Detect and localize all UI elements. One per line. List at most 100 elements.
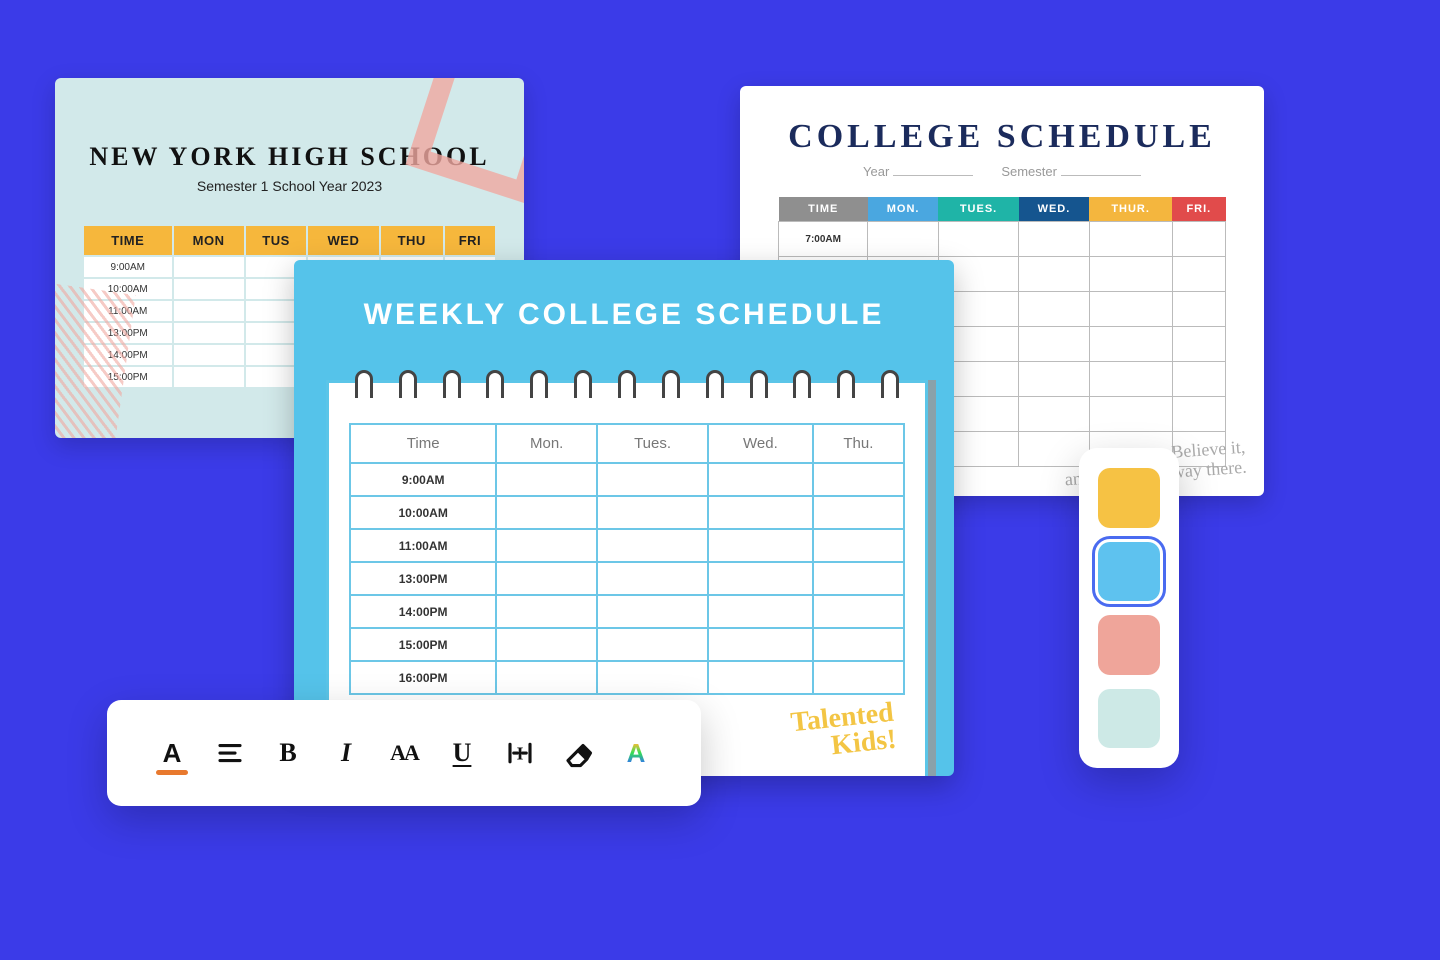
schedule-cell bbox=[708, 496, 813, 529]
italic-button[interactable]: I bbox=[326, 733, 366, 773]
time-cell: 15:00PM bbox=[350, 628, 496, 661]
time-cell: 11:00AM bbox=[350, 529, 496, 562]
time-cell: 9:00AM bbox=[83, 256, 173, 278]
time-cell: 14:00PM bbox=[350, 595, 496, 628]
color-swatch[interactable] bbox=[1098, 542, 1160, 602]
schedule-cell bbox=[173, 278, 245, 300]
schedule-cell bbox=[173, 344, 245, 366]
schedule-cell bbox=[496, 529, 597, 562]
schedule-cell bbox=[496, 562, 597, 595]
template-card-weekly-college[interactable]: WEEKLY COLLEGE SCHEDULE TimeMon.Tues.Wed… bbox=[294, 260, 954, 776]
schedule-cell bbox=[813, 628, 904, 661]
schedule-cell bbox=[1019, 327, 1089, 362]
table-header: MON bbox=[173, 225, 245, 256]
table-header: Mon. bbox=[496, 424, 597, 463]
schedule-cell bbox=[1089, 222, 1172, 257]
align-button[interactable] bbox=[210, 733, 250, 773]
schedule-cell bbox=[1089, 257, 1172, 292]
schedule-cell bbox=[597, 463, 708, 496]
schedule-cell bbox=[496, 496, 597, 529]
schedule-cell bbox=[1172, 327, 1225, 362]
eraser-button[interactable] bbox=[558, 733, 598, 773]
text-color-button[interactable]: A bbox=[152, 733, 192, 773]
table-header: WED. bbox=[1019, 197, 1089, 222]
time-cell: 7:00AM bbox=[779, 222, 868, 257]
schedule-cell bbox=[496, 595, 597, 628]
time-cell: 10:00AM bbox=[350, 496, 496, 529]
schedule-cell bbox=[1089, 362, 1172, 397]
table-header: Wed. bbox=[708, 424, 813, 463]
color-swatch[interactable] bbox=[1098, 689, 1160, 749]
table-header: THUR. bbox=[1089, 197, 1172, 222]
card3-meta: Year Semester bbox=[778, 164, 1226, 179]
table-row: 14:00PM bbox=[350, 595, 904, 628]
color-swatch[interactable] bbox=[1098, 615, 1160, 675]
time-cell: 16:00PM bbox=[350, 661, 496, 694]
schedule-cell bbox=[173, 256, 245, 278]
time-cell: 9:00AM bbox=[350, 463, 496, 496]
schedule-cell bbox=[1172, 222, 1225, 257]
schedule-cell bbox=[938, 222, 1018, 257]
schedule-cell bbox=[597, 661, 708, 694]
schedule-cell bbox=[708, 628, 813, 661]
schedule-cell bbox=[597, 529, 708, 562]
table-row: 16:00PM bbox=[350, 661, 904, 694]
schedule-cell bbox=[1019, 292, 1089, 327]
schedule-cell bbox=[1089, 397, 1172, 432]
table-header: FRI bbox=[444, 225, 496, 256]
schedule-cell bbox=[813, 661, 904, 694]
underline-button[interactable]: U bbox=[442, 733, 482, 773]
year-label: Year bbox=[863, 164, 889, 179]
uppercase-button[interactable]: AA bbox=[384, 733, 424, 773]
table-row: 7:00AM bbox=[779, 222, 1226, 257]
schedule-cell bbox=[868, 222, 938, 257]
table-header: TUS bbox=[245, 225, 308, 256]
card3-title: COLLEGE SCHEDULE bbox=[778, 118, 1226, 156]
card2-schedule-table: TimeMon.Tues.Wed.Thu. 9:00AM10:00AM11:00… bbox=[349, 423, 905, 695]
schedule-cell bbox=[1172, 292, 1225, 327]
card2-title: WEEKLY COLLEGE SCHEDULE bbox=[294, 260, 954, 352]
schedule-cell bbox=[1089, 292, 1172, 327]
schedule-cell bbox=[708, 529, 813, 562]
schedule-cell bbox=[1019, 397, 1089, 432]
table-row: 10:00AM bbox=[350, 496, 904, 529]
table-header: WED bbox=[307, 225, 379, 256]
schedule-cell bbox=[173, 322, 245, 344]
schedule-cell bbox=[1089, 327, 1172, 362]
schedule-cell bbox=[597, 496, 708, 529]
schedule-cell bbox=[813, 529, 904, 562]
table-header: TUES. bbox=[938, 197, 1018, 222]
table-header: Thu. bbox=[813, 424, 904, 463]
schedule-cell bbox=[173, 366, 245, 388]
table-header: Time bbox=[350, 424, 496, 463]
spacing-button[interactable]: I bbox=[500, 733, 540, 773]
table-row: 13:00PM bbox=[350, 562, 904, 595]
spiral-binding bbox=[326, 372, 928, 408]
table-row: 15:00PM bbox=[350, 628, 904, 661]
color-swatch-panel bbox=[1079, 448, 1179, 768]
schedule-cell bbox=[597, 595, 708, 628]
table-header: Tues. bbox=[597, 424, 708, 463]
table-header: MON. bbox=[868, 197, 938, 222]
schedule-cell bbox=[708, 595, 813, 628]
text-gradient-button[interactable]: A bbox=[616, 733, 656, 773]
schedule-cell bbox=[813, 562, 904, 595]
table-header: TIME bbox=[83, 225, 173, 256]
schedule-cell bbox=[1019, 257, 1089, 292]
decoration bbox=[55, 283, 136, 438]
schedule-cell bbox=[496, 661, 597, 694]
schedule-cell bbox=[1019, 222, 1089, 257]
schedule-cell bbox=[708, 562, 813, 595]
schedule-cell bbox=[597, 628, 708, 661]
schedule-cell bbox=[708, 661, 813, 694]
color-swatch[interactable] bbox=[1098, 468, 1160, 528]
schedule-cell bbox=[813, 595, 904, 628]
semester-label: Semester bbox=[1001, 164, 1057, 179]
table-row: 11:00AM bbox=[350, 529, 904, 562]
bold-button[interactable]: B bbox=[268, 733, 308, 773]
schedule-cell bbox=[173, 300, 245, 322]
schedule-cell bbox=[1019, 362, 1089, 397]
text-formatting-toolbar: ABIAAUIA bbox=[107, 700, 701, 806]
schedule-cell bbox=[496, 463, 597, 496]
table-header: TIME bbox=[779, 197, 868, 222]
